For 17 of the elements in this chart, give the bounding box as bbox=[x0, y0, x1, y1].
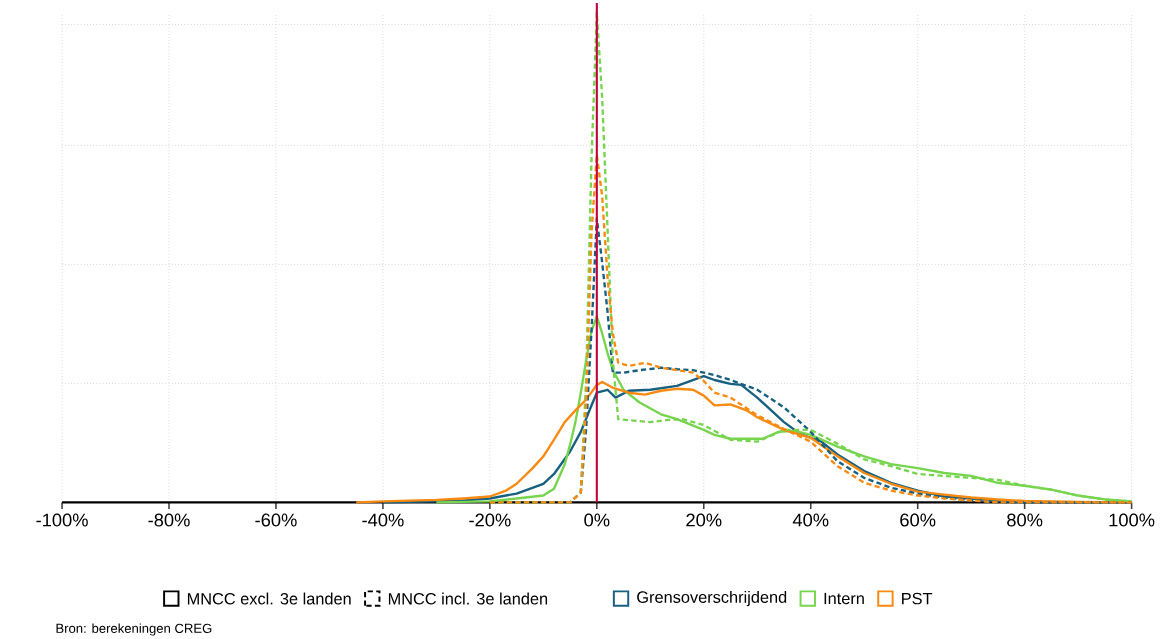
x-tick-label: 100% bbox=[1109, 513, 1155, 527]
text: MNCC excl. 3e landen bbox=[187, 592, 351, 605]
legend-label: PST bbox=[902, 592, 933, 605]
legend-label: Intern bbox=[824, 592, 864, 605]
x-tick-label: -80% bbox=[148, 513, 190, 527]
legend-label: Grensoverschrijdend bbox=[637, 591, 787, 607]
x-tick-label: 0% bbox=[584, 513, 610, 527]
x-tick-label: -40% bbox=[362, 513, 404, 527]
text: MNCC incl. 3e landen bbox=[388, 592, 548, 605]
x-tick-label: 60% bbox=[900, 513, 936, 527]
text: Bron: berekeningen CREG bbox=[56, 623, 212, 636]
x-tick-label: -100% bbox=[36, 513, 88, 527]
x-tick-label: 80% bbox=[1007, 513, 1043, 527]
x-tick-label: 40% bbox=[792, 513, 829, 527]
x-tick-label: -20% bbox=[469, 513, 511, 527]
x-tick-label: -60% bbox=[255, 513, 297, 527]
x-tick-label: 20% bbox=[686, 513, 722, 527]
